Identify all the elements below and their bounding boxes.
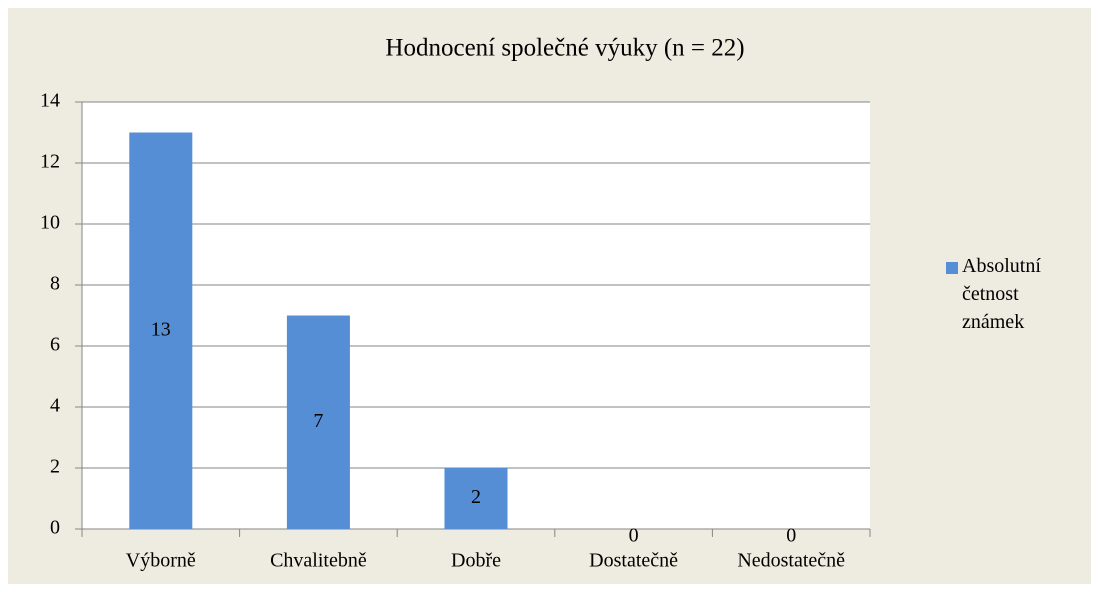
data-label: 0 [786,525,796,547]
y-tick-label: 8 [50,273,60,295]
y-tick-label: 10 [40,212,60,234]
y-tick-label: 2 [50,456,60,478]
data-label: 2 [471,486,481,508]
x-tick-label: Dobře [451,550,501,572]
x-tick-label: Chvalitebně [270,550,367,572]
legend-label: Absolutní četnost známek [962,255,1041,333]
bar [286,315,350,529]
bar [129,132,193,529]
y-tick-label: 12 [40,151,60,173]
y-tick-label: 6 [50,334,60,356]
data-label: 13 [151,318,171,340]
bar [444,468,508,529]
plot-area [82,102,870,529]
x-tick-label: Výborně [126,550,196,572]
x-tick-label: Dostatečně [589,550,678,572]
legend-swatch [946,262,958,274]
y-tick-label: 0 [50,517,60,539]
x-tick-label: Nedostatečně [737,550,845,572]
chart-title: Hodnocení společné výuky (n = 22) [385,35,744,62]
y-tick-label: 4 [50,395,60,417]
y-tick-label: 14 [40,90,60,112]
data-label: 7 [313,410,323,432]
data-label: 0 [629,525,639,547]
